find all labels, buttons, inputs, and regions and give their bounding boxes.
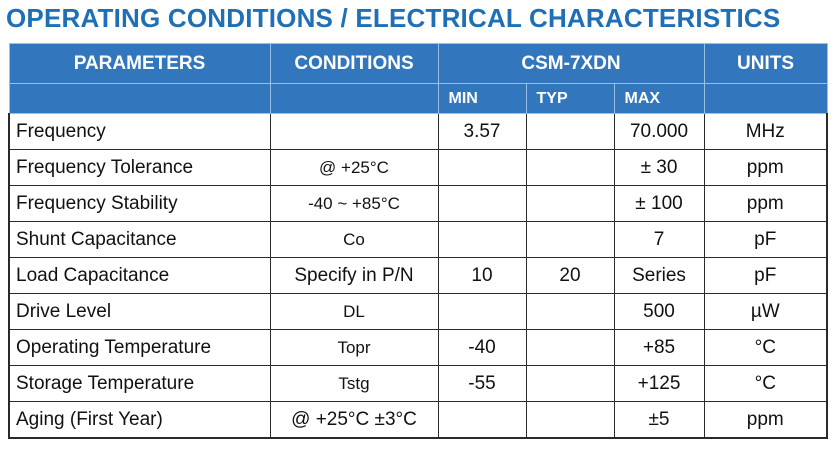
max-cell: ± 30 (613, 149, 705, 186)
table-row: Shunt Capacitance Co 7 pF (8, 221, 829, 258)
unit-cell: MHz (703, 113, 829, 150)
table-row: Operating Temperature Topr -40 +85 °C (8, 329, 829, 366)
header-model: CSM-7XDN (437, 43, 705, 84)
page-title: OPERATING CONDITIONS / ELECTRICAL CHARAC… (6, 3, 781, 33)
condition-cell: Topr (269, 329, 439, 366)
unit-cell: °C (703, 329, 829, 366)
table-row: Frequency Tolerance @ +25°C ± 30 ppm (8, 149, 829, 186)
subheader-empty (703, 83, 828, 114)
header-units: UNITS (703, 43, 828, 84)
min-cell (437, 221, 527, 258)
table-row: Frequency 3.57 70.000 MHz (8, 113, 829, 150)
unit-cell: ppm (703, 149, 829, 186)
min-cell: -40 (437, 329, 527, 366)
max-cell: 7 (613, 221, 705, 258)
subheader-row: MIN TYP MAX (8, 83, 828, 114)
table-row: Drive Level DL 500 µW (8, 293, 829, 330)
typ-cell (525, 221, 615, 258)
unit-cell: µW (703, 293, 829, 330)
unit-cell: ppm (703, 185, 829, 222)
header-row: PARAMETERS CONDITIONS CSM-7XDN UNITS (8, 43, 828, 84)
condition-cell: @ +25°C ±3°C (269, 401, 439, 439)
typ-cell (525, 365, 615, 402)
subheader-empty (8, 83, 271, 114)
header-parameters: PARAMETERS (8, 43, 271, 84)
typ-cell (525, 149, 615, 186)
subheader-empty (269, 83, 439, 114)
typ-cell (525, 113, 615, 150)
min-cell (437, 149, 527, 186)
table-body: Frequency 3.57 70.000 MHz Frequency Toleranc… (8, 113, 829, 439)
min-cell (437, 293, 527, 330)
parameter-cell: Aging (First Year) (8, 401, 271, 439)
parameter-cell: Drive Level (8, 293, 271, 330)
max-cell: Series (613, 257, 705, 294)
typ-cell: 20 (525, 257, 615, 294)
min-cell: 10 (437, 257, 527, 294)
condition-cell (269, 113, 439, 150)
unit-cell: ppm (703, 401, 829, 439)
table-row: Frequency Stability -40 ~ +85°C ± 100 ppm (8, 185, 829, 222)
spec-table: PARAMETERS CONDITIONS CSM-7XDN UNITS MIN… (8, 43, 829, 439)
unit-cell: °C (703, 365, 829, 402)
condition-cell: Co (269, 221, 439, 258)
condition-cell: -40 ~ +85°C (269, 185, 439, 222)
header-min: MIN (437, 83, 527, 114)
header-max: MAX (613, 83, 705, 114)
condition-cell: DL (269, 293, 439, 330)
min-cell: 3.57 (437, 113, 527, 150)
condition-cell: Specify in P/N (269, 257, 439, 294)
parameter-cell: Frequency Stability (8, 185, 271, 222)
condition-cell: Tstg (269, 365, 439, 402)
typ-cell (525, 401, 615, 439)
min-cell (437, 401, 527, 439)
min-cell: -55 (437, 365, 527, 402)
typ-cell (525, 185, 615, 222)
condition-cell: @ +25°C (269, 149, 439, 186)
parameter-cell: Frequency (8, 113, 271, 150)
parameter-cell: Frequency Tolerance (8, 149, 271, 186)
min-cell (437, 185, 527, 222)
header-conditions: CONDITIONS (269, 43, 439, 84)
parameter-cell: Load Capacitance (8, 257, 271, 294)
typ-cell (525, 329, 615, 366)
unit-cell: pF (703, 221, 829, 258)
table-row: Aging (First Year) @ +25°C ±3°C ±5 ppm (8, 401, 829, 439)
unit-cell: pF (703, 257, 829, 294)
max-cell: +85 (613, 329, 705, 366)
table-row: Load Capacitance Specify in P/N 10 20 Series… (8, 257, 829, 294)
max-cell: ± 100 (613, 185, 705, 222)
parameter-cell: Operating Temperature (8, 329, 271, 366)
parameter-cell: Shunt Capacitance (8, 221, 271, 258)
typ-cell (525, 293, 615, 330)
max-cell: 70.000 (613, 113, 705, 150)
header-typ: TYP (525, 83, 615, 114)
max-cell: 500 (613, 293, 705, 330)
max-cell: ±5 (613, 401, 705, 439)
parameter-cell: Storage Temperature (8, 365, 271, 402)
max-cell: +125 (613, 365, 705, 402)
table-row: Storage Temperature Tstg -55 +125 °C (8, 365, 829, 402)
